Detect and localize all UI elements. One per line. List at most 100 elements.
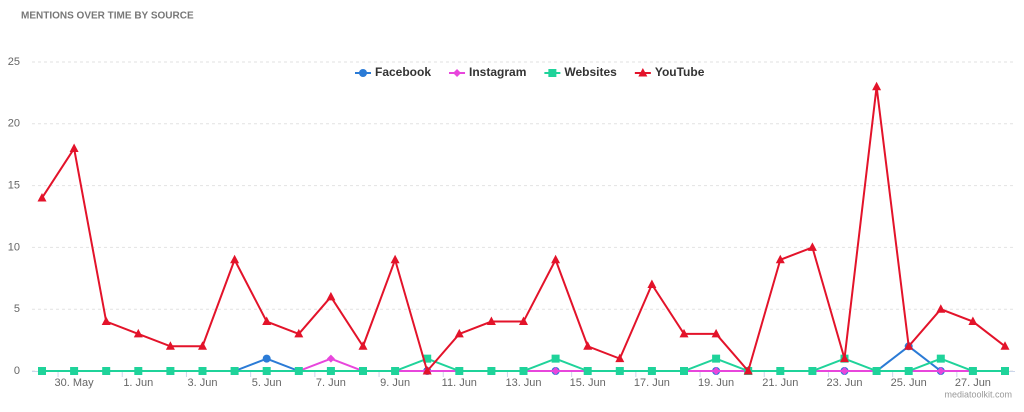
marker xyxy=(548,69,557,77)
marker xyxy=(840,353,849,363)
marker xyxy=(583,341,593,350)
marker xyxy=(712,367,721,375)
marker xyxy=(1000,341,1010,350)
marker xyxy=(326,354,335,363)
marker xyxy=(776,367,785,375)
marker xyxy=(134,367,143,375)
marker xyxy=(551,254,561,264)
marker xyxy=(807,242,817,251)
marker xyxy=(38,367,46,375)
marker xyxy=(638,68,648,77)
x-tick-label: 30. May xyxy=(55,377,95,389)
x-tick-label: 21. Jun xyxy=(762,377,798,389)
x-tick-label: 25. Jun xyxy=(891,377,927,389)
marker xyxy=(936,367,945,375)
marker xyxy=(101,316,111,326)
marker xyxy=(359,367,367,375)
marker xyxy=(262,354,271,363)
y-tick-label: 15 xyxy=(8,180,20,192)
marker xyxy=(165,341,175,350)
x-tick-label: 17. Jun xyxy=(634,377,670,389)
x-tick-label: 19. Jun xyxy=(698,377,734,389)
marker xyxy=(679,328,689,338)
marker xyxy=(904,341,914,350)
marker xyxy=(198,341,207,350)
credit: mediatoolkit.com xyxy=(944,389,1012,399)
marker xyxy=(711,328,721,338)
marker xyxy=(936,304,946,313)
y-tick-label: 5 xyxy=(14,303,20,315)
marker xyxy=(198,367,207,375)
x-tick-label: 9. Jun xyxy=(380,377,410,389)
marker xyxy=(486,316,496,326)
marker xyxy=(808,367,817,375)
y-tick-label: 20 xyxy=(8,118,20,130)
marker xyxy=(551,354,560,363)
x-tick-label: 27. Jun xyxy=(955,377,991,389)
marker xyxy=(872,367,881,375)
marker xyxy=(519,367,528,375)
marker xyxy=(262,367,271,375)
marker xyxy=(551,367,560,375)
marker xyxy=(391,367,400,375)
marker xyxy=(936,354,945,363)
marker xyxy=(615,353,625,363)
legend-label: Facebook xyxy=(375,65,431,79)
marker xyxy=(743,366,753,375)
marker xyxy=(455,367,464,375)
x-tick-label: 15. Jun xyxy=(570,377,606,389)
marker xyxy=(872,81,882,91)
marker xyxy=(615,367,624,375)
legend-label: Instagram xyxy=(469,65,526,79)
y-tick-label: 0 xyxy=(14,365,20,377)
marker xyxy=(647,279,657,288)
chart-title: MENTIONS OVER TIME BY SOURCE xyxy=(21,11,194,22)
marker xyxy=(775,254,785,264)
marker xyxy=(326,291,336,301)
marker xyxy=(230,254,240,264)
marker xyxy=(968,367,977,375)
marker xyxy=(453,69,462,77)
marker xyxy=(647,367,656,375)
x-tick-label: 5. Jun xyxy=(252,377,282,389)
marker xyxy=(133,328,143,338)
legend-label: YouTube xyxy=(655,65,705,79)
marker xyxy=(487,367,496,375)
marker xyxy=(262,316,272,326)
marker xyxy=(423,354,432,363)
marker xyxy=(294,328,304,338)
x-tick-label: 23. Jun xyxy=(826,377,862,389)
marker xyxy=(294,367,303,375)
x-tick-label: 11. Jun xyxy=(442,377,477,389)
marker xyxy=(37,192,47,202)
marker xyxy=(968,316,978,326)
y-tick-label: 10 xyxy=(8,241,20,253)
marker xyxy=(230,367,239,375)
series-line xyxy=(41,86,1006,374)
marker xyxy=(583,367,592,375)
x-tick-label: 13. Jun xyxy=(505,377,541,389)
marker xyxy=(454,328,464,338)
marker xyxy=(69,143,79,153)
marker xyxy=(358,341,368,350)
marker xyxy=(70,367,79,375)
marker xyxy=(359,69,367,77)
x-tick-label: 1. Jun xyxy=(123,377,153,389)
marker xyxy=(712,354,721,363)
x-tick-label: 3. Jun xyxy=(188,377,218,389)
marker xyxy=(326,367,335,375)
y-tick-label: 25 xyxy=(8,56,20,68)
marker xyxy=(519,316,528,326)
marker xyxy=(840,367,849,375)
legend: Facebook Instagram Websites YouTube xyxy=(355,65,705,79)
marker xyxy=(102,367,111,375)
x-tick-label: 7. Jun xyxy=(316,377,346,389)
legend-label: Websites xyxy=(564,65,617,79)
marker xyxy=(680,367,688,375)
marker xyxy=(166,367,175,375)
marker xyxy=(904,367,913,375)
marker xyxy=(422,366,432,375)
marker xyxy=(1001,367,1009,375)
marker xyxy=(390,254,400,264)
